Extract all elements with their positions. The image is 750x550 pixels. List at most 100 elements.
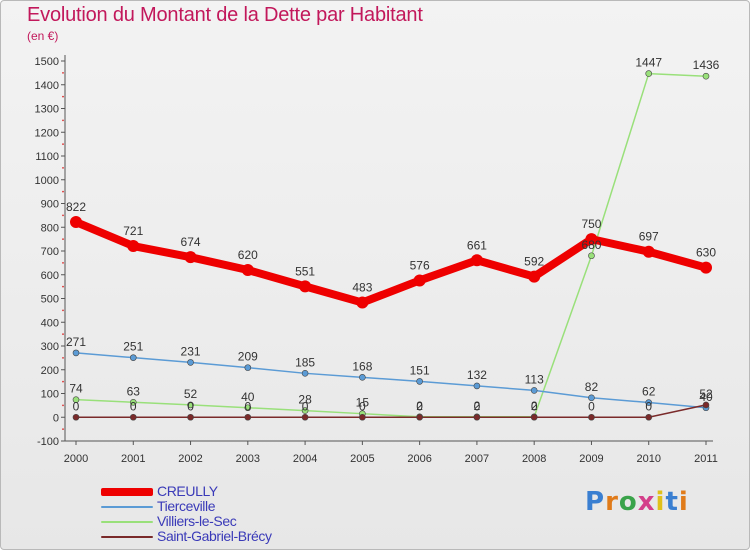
- y-tick-label: 1200: [35, 127, 59, 139]
- data-point-villiers: [187, 401, 194, 409]
- legend-item-tierceville: Tierceville: [101, 499, 361, 514]
- data-point-saint-gabriel: [129, 413, 137, 421]
- data-point-tierceville: [416, 378, 423, 385]
- x-tick-label: 2001: [121, 453, 145, 465]
- data-point-villiers: [244, 404, 252, 412]
- data-label-villiers: 1447: [635, 56, 662, 70]
- data-point-creully: [528, 270, 541, 283]
- data-point-creully: [413, 274, 426, 287]
- x-tick-label: 2008: [522, 453, 546, 465]
- data-point-tierceville: [244, 364, 252, 371]
- y-minor-tick: [62, 214, 64, 217]
- legend-item-villiers: Villiers-le-Sec: [101, 514, 361, 529]
- data-label-saint-gabriel: 0: [244, 399, 251, 413]
- data-label-villiers: 74: [69, 382, 83, 396]
- legend: CREULLY Tierceville Villiers-le-Sec Sain…: [101, 484, 361, 544]
- x-tick-label: 2007: [465, 453, 489, 465]
- y-minor-tick: [62, 333, 64, 336]
- y-tick-label: 100: [41, 389, 59, 401]
- data-point-creully: [700, 261, 712, 274]
- data-label-creully: 674: [181, 235, 201, 249]
- x-tick-label: 2010: [636, 453, 660, 465]
- data-label-villiers: 2: [474, 399, 481, 413]
- data-point-saint-gabriel: [473, 413, 481, 421]
- data-point-saint-gabriel: [72, 413, 80, 421]
- data-label-villiers: 1436: [693, 58, 720, 72]
- y-minor-tick: [62, 261, 64, 264]
- legend-swatch-creully: [101, 488, 153, 496]
- legend-swatch-tierceville: [101, 506, 153, 508]
- data-label-tierceville: 82: [585, 380, 599, 394]
- data-label-tierceville: 209: [238, 350, 258, 364]
- data-label-villiers: 40: [241, 390, 255, 404]
- data-label-creully: 483: [352, 281, 372, 295]
- y-tick-label: 1100: [35, 151, 59, 163]
- data-label-tierceville: 113: [525, 372, 544, 386]
- y-tick-label: 1500: [35, 56, 59, 68]
- data-label-saint-gabriel: 0: [588, 399, 595, 413]
- data-point-tierceville: [301, 370, 309, 377]
- data-label-tierceville: 185: [295, 355, 315, 369]
- data-label-villiers: 28: [298, 393, 312, 407]
- y-tick-label: 500: [41, 294, 59, 306]
- data-point-creully: [356, 296, 369, 309]
- data-point-tierceville: [645, 399, 653, 406]
- data-label-creully: 721: [123, 224, 143, 238]
- y-minor-tick: [62, 238, 64, 241]
- data-label-creully: 661: [467, 238, 487, 252]
- data-label-villiers: 2: [416, 399, 423, 413]
- data-label-villiers: 680: [581, 238, 601, 252]
- data-label-tierceville: 251: [123, 340, 143, 354]
- data-point-villiers: [72, 396, 80, 403]
- y-tick-label: 600: [41, 270, 59, 282]
- y-tick-label: 700: [41, 246, 59, 258]
- data-point-creully: [585, 233, 598, 246]
- data-label-villiers: 15: [356, 396, 370, 410]
- y-minor-tick: [62, 380, 64, 383]
- logo-letter: i: [655, 487, 666, 517]
- data-point-saint-gabriel: [301, 413, 309, 421]
- legend-item-saint-gabriel: Saint-Gabriel-Brécy: [101, 529, 361, 544]
- chart-title: Evolution du Montant de la Dette par Hab…: [27, 4, 423, 26]
- series-line-villiers: [75, 72, 707, 418]
- y-minor-tick: [62, 95, 64, 98]
- data-point-saint-gabriel: [187, 413, 194, 421]
- data-label-creully: 592: [524, 255, 544, 269]
- y-minor-tick: [62, 356, 64, 359]
- data-label-saint-gabriel: 0: [359, 399, 366, 413]
- data-label-villiers: 63: [127, 384, 141, 398]
- x-tick-label: 2005: [350, 453, 374, 465]
- y-minor-tick: [62, 143, 64, 146]
- y-minor-tick: [62, 190, 64, 193]
- data-label-creully: 576: [410, 258, 430, 272]
- series-line-saint-gabriel: [75, 404, 707, 418]
- data-point-creully: [241, 264, 254, 276]
- data-label-tierceville: 151: [410, 363, 430, 377]
- data-label-tierceville: 132: [467, 368, 487, 382]
- data-label-saint-gabriel: 0: [474, 399, 481, 413]
- data-label-saint-gabriel: 0: [416, 399, 423, 413]
- proxiti-logo: Proxiti: [585, 487, 689, 517]
- data-point-tierceville: [530, 387, 538, 394]
- data-label-creully: 630: [696, 246, 716, 260]
- data-point-villiers: [129, 398, 137, 406]
- data-label-creully: 551: [295, 264, 315, 278]
- data-label-villiers: 52: [184, 387, 198, 401]
- logo-letter: i: [678, 487, 689, 517]
- data-point-tierceville: [129, 354, 137, 361]
- y-tick-label: 300: [41, 341, 59, 353]
- y-tick-label: -100: [37, 436, 59, 448]
- data-point-creully: [642, 245, 655, 258]
- data-point-creully: [470, 254, 483, 267]
- data-label-creully: 697: [639, 230, 659, 244]
- y-minor-tick: [62, 428, 64, 431]
- y-tick-label: 900: [41, 199, 59, 211]
- data-label-tierceville: 231: [181, 344, 201, 358]
- logo-letter: o: [618, 487, 638, 517]
- data-label-villiers: 2: [531, 399, 538, 413]
- data-point-saint-gabriel: [244, 413, 252, 421]
- data-label-tierceville: 62: [642, 385, 656, 399]
- data-point-saint-gabriel: [702, 401, 710, 409]
- data-point-creully: [184, 251, 197, 264]
